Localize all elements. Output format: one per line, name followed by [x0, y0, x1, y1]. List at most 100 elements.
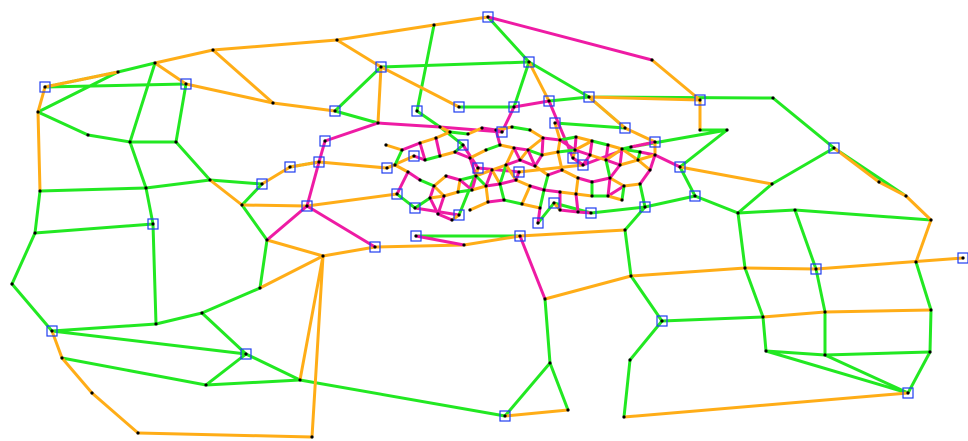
road-edge-core: [498, 143, 516, 150]
road-edge-orange: [823, 308, 933, 314]
graph-node: [528, 184, 532, 188]
graph-node: [606, 194, 610, 198]
graph-node: [317, 160, 321, 164]
graph-node: [648, 168, 652, 172]
graph-node: [904, 194, 908, 198]
road-edge-green: [333, 109, 380, 125]
road-edge-core: [484, 184, 490, 204]
graph-node: [474, 174, 478, 178]
graph-node: [906, 391, 910, 395]
graph-node: [548, 361, 552, 365]
road-edge-core: [453, 150, 472, 160]
station-marker: [46, 325, 58, 337]
station-marker: [583, 91, 595, 103]
graph-node: [556, 150, 560, 154]
road-edge-green: [643, 194, 697, 209]
graph-node: [589, 211, 593, 215]
road-edge-green: [128, 61, 157, 144]
graph-node: [622, 415, 626, 419]
road-edge-orange: [527, 60, 551, 103]
road-edge-green: [50, 322, 158, 333]
road-edge-green: [174, 82, 188, 144]
graph-node: [512, 146, 516, 150]
road-edge-green: [10, 231, 37, 286]
road-edge-core: [418, 136, 438, 145]
graph-node: [929, 308, 933, 312]
graph-node: [434, 136, 438, 140]
graph-node: [698, 128, 702, 132]
road-edge-green: [736, 208, 797, 215]
road-edge-magenta: [305, 204, 377, 249]
road-edge-core: [458, 174, 478, 182]
station-marker: [411, 105, 423, 117]
graph-node: [461, 143, 465, 147]
station-marker: [619, 122, 631, 134]
road-edge-core: [502, 198, 524, 206]
road-edge-core: [466, 126, 484, 136]
graph-node: [490, 168, 494, 172]
road-edge-core: [638, 168, 652, 186]
station-marker: [674, 161, 686, 173]
graph-node: [620, 147, 624, 151]
road-edge-orange: [379, 65, 461, 109]
road-edge-orange: [518, 228, 627, 238]
road-edge-green: [764, 349, 827, 357]
graph-node: [543, 297, 547, 301]
road-edge-core: [393, 163, 410, 174]
station-marker: [457, 139, 469, 151]
road-edge-green: [512, 60, 531, 109]
graph-node: [546, 173, 550, 177]
road-edge-core: [558, 138, 577, 152]
graph-node: [335, 38, 339, 42]
road-edge-green: [547, 95, 591, 103]
road-edge-green: [678, 128, 729, 169]
road-edge-green: [548, 361, 570, 412]
graph-node: [466, 132, 470, 136]
graph-node: [608, 176, 612, 180]
graph-node: [629, 274, 633, 278]
road-edge-green: [736, 211, 747, 270]
graph-node: [379, 65, 383, 69]
road-edge-core: [573, 135, 578, 152]
graph-node: [90, 391, 94, 395]
road-edge-core-link: [536, 206, 542, 225]
station-marker: [408, 150, 420, 162]
graph-node: [453, 150, 457, 154]
road-edge-core: [540, 136, 545, 157]
road-edge-green: [258, 238, 269, 290]
road-edge-green: [33, 222, 155, 235]
road-edge-green: [33, 189, 42, 235]
road-edge-core: [418, 178, 436, 188]
road-edge-green: [144, 186, 155, 226]
station-marker: [453, 101, 465, 113]
graph-node: [618, 163, 622, 167]
road-edge-green: [240, 203, 269, 242]
road-edge-green: [333, 65, 383, 113]
graph-node: [271, 101, 275, 105]
road-edge-green: [240, 182, 264, 207]
road-edge-core: [438, 150, 457, 158]
road-edge-core: [533, 153, 544, 168]
graph-node: [448, 130, 452, 134]
station-marker: [409, 202, 421, 214]
station-marker: [499, 410, 511, 422]
road-edge-core: [484, 182, 502, 188]
road-edge-orange: [587, 95, 627, 130]
road-edge-magenta: [265, 204, 309, 242]
graph-node: [536, 221, 540, 225]
road-edge-core: [474, 168, 494, 178]
road-edge-green: [379, 60, 531, 69]
station-marker: [369, 241, 381, 253]
graph-node: [298, 378, 302, 382]
graph-node: [50, 329, 54, 333]
graph-node: [486, 15, 490, 19]
graph-node: [208, 178, 212, 182]
road-edge-core: [588, 153, 608, 162]
road-edge-green: [204, 352, 248, 387]
road-edge-orange: [517, 163, 585, 174]
graph-node: [486, 200, 490, 204]
road-edge-core: [542, 188, 562, 194]
station-marker: [453, 209, 465, 221]
road-edge-core: [574, 192, 594, 198]
road-edge-orange: [914, 218, 933, 264]
